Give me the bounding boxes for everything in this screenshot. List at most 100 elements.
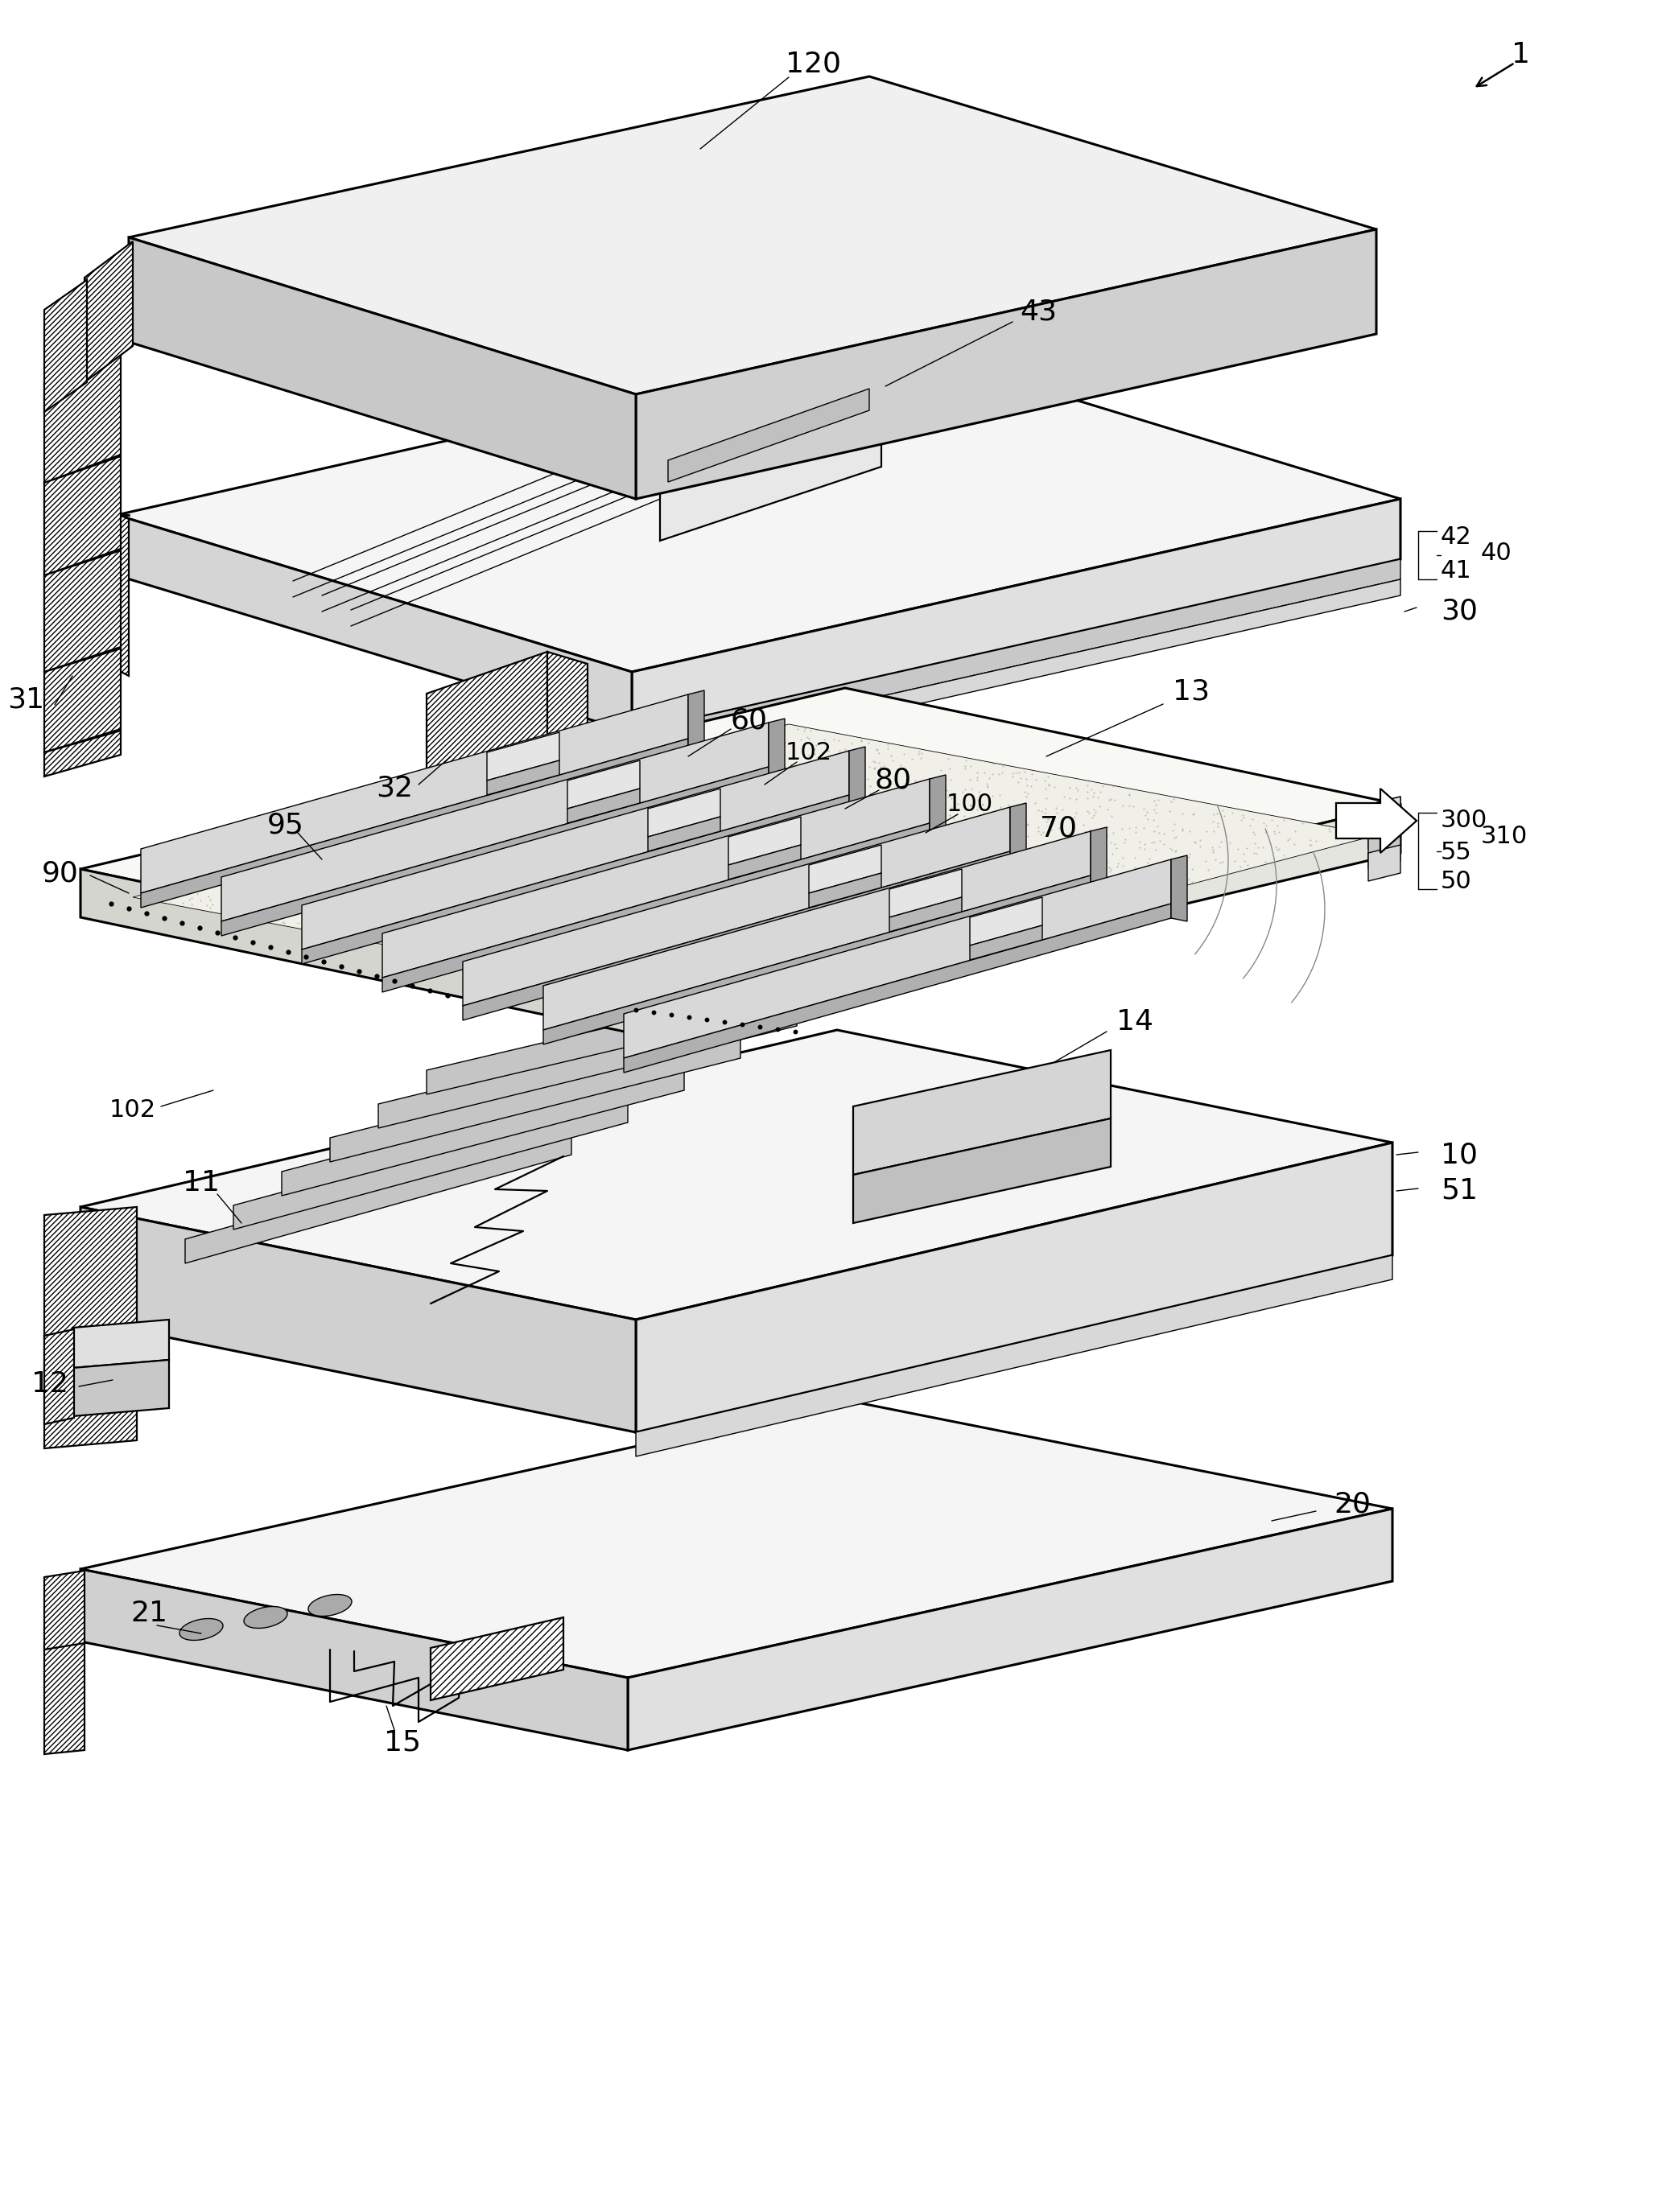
Polygon shape [635,805,1401,1033]
Text: 21: 21 [131,1599,167,1628]
Polygon shape [427,969,853,1095]
Polygon shape [45,354,121,482]
Polygon shape [45,1641,84,1754]
Text: 1: 1 [1512,42,1530,69]
Polygon shape [45,730,121,776]
Polygon shape [132,723,1376,1009]
Text: 60: 60 [729,706,767,734]
Polygon shape [688,690,705,757]
Polygon shape [930,774,946,841]
Polygon shape [81,1568,629,1750]
Text: 30: 30 [1441,597,1477,626]
Text: 15: 15 [384,1728,422,1756]
Polygon shape [301,794,849,964]
Polygon shape [1368,845,1401,880]
Polygon shape [543,832,1090,1031]
Polygon shape [1368,845,1401,869]
Polygon shape [281,1066,685,1197]
Polygon shape [81,1031,1393,1321]
Polygon shape [45,648,121,752]
Polygon shape [668,389,870,482]
Polygon shape [769,719,784,785]
Polygon shape [635,1144,1393,1433]
Polygon shape [1368,796,1401,834]
Polygon shape [81,1208,635,1433]
Text: 14: 14 [1116,1009,1153,1035]
Polygon shape [463,852,1011,1020]
Polygon shape [45,456,121,575]
Polygon shape [853,1119,1111,1223]
Polygon shape [635,230,1376,500]
Ellipse shape [308,1595,352,1617]
Text: 42: 42 [1441,526,1472,549]
Text: 102: 102 [786,741,832,763]
Text: 10: 10 [1441,1141,1477,1168]
Text: 95: 95 [268,812,304,838]
Text: 300: 300 [1441,810,1487,832]
Polygon shape [84,241,132,383]
Polygon shape [379,1002,797,1128]
Text: 31: 31 [7,686,45,714]
Text: 70: 70 [1040,814,1077,843]
Polygon shape [233,1099,629,1230]
Text: 40: 40 [1480,542,1512,566]
Polygon shape [430,1617,564,1701]
Text: 102: 102 [109,1099,155,1121]
Polygon shape [809,874,882,907]
Text: 43: 43 [1021,299,1057,325]
Polygon shape [728,845,801,880]
Polygon shape [45,1571,84,1650]
Text: 32: 32 [375,774,414,803]
Polygon shape [648,787,721,836]
Polygon shape [486,732,559,781]
Polygon shape [45,1208,137,1336]
Polygon shape [382,823,930,993]
Polygon shape [1368,825,1401,860]
Text: 120: 120 [786,51,840,77]
Polygon shape [1171,856,1188,922]
Polygon shape [1336,787,1416,854]
Polygon shape [890,869,963,918]
Polygon shape [660,367,882,540]
Text: 11: 11 [182,1170,220,1197]
Polygon shape [632,500,1401,732]
Polygon shape [632,580,1401,768]
Polygon shape [624,905,1171,1073]
Polygon shape [969,925,1042,960]
Text: 55: 55 [1441,841,1472,865]
Polygon shape [81,688,1401,987]
Polygon shape [543,876,1090,1044]
Text: 20: 20 [1333,1491,1371,1517]
Text: 310: 310 [1480,825,1528,849]
Polygon shape [301,750,849,949]
Polygon shape [969,898,1042,945]
Polygon shape [382,779,930,978]
Polygon shape [1368,796,1401,821]
Polygon shape [45,482,129,677]
Polygon shape [81,869,635,1033]
Text: 41: 41 [1441,560,1472,584]
Polygon shape [890,898,963,931]
Polygon shape [117,515,632,732]
Polygon shape [73,1321,169,1367]
Polygon shape [1090,827,1107,894]
Polygon shape [331,1033,741,1161]
Polygon shape [486,761,559,794]
Polygon shape [45,1327,137,1449]
Ellipse shape [180,1619,223,1641]
Polygon shape [624,860,1171,1057]
Polygon shape [81,1400,1393,1677]
Polygon shape [141,739,688,907]
Text: 50: 50 [1441,869,1472,894]
Text: 51: 51 [1441,1177,1477,1206]
Polygon shape [45,551,121,672]
Polygon shape [73,1360,169,1416]
Polygon shape [117,343,1401,672]
Polygon shape [632,560,1401,752]
Polygon shape [45,281,88,411]
Polygon shape [853,1051,1111,1175]
Polygon shape [463,807,1011,1006]
Polygon shape [185,1130,571,1263]
Polygon shape [222,768,769,936]
Text: 13: 13 [1173,679,1209,706]
